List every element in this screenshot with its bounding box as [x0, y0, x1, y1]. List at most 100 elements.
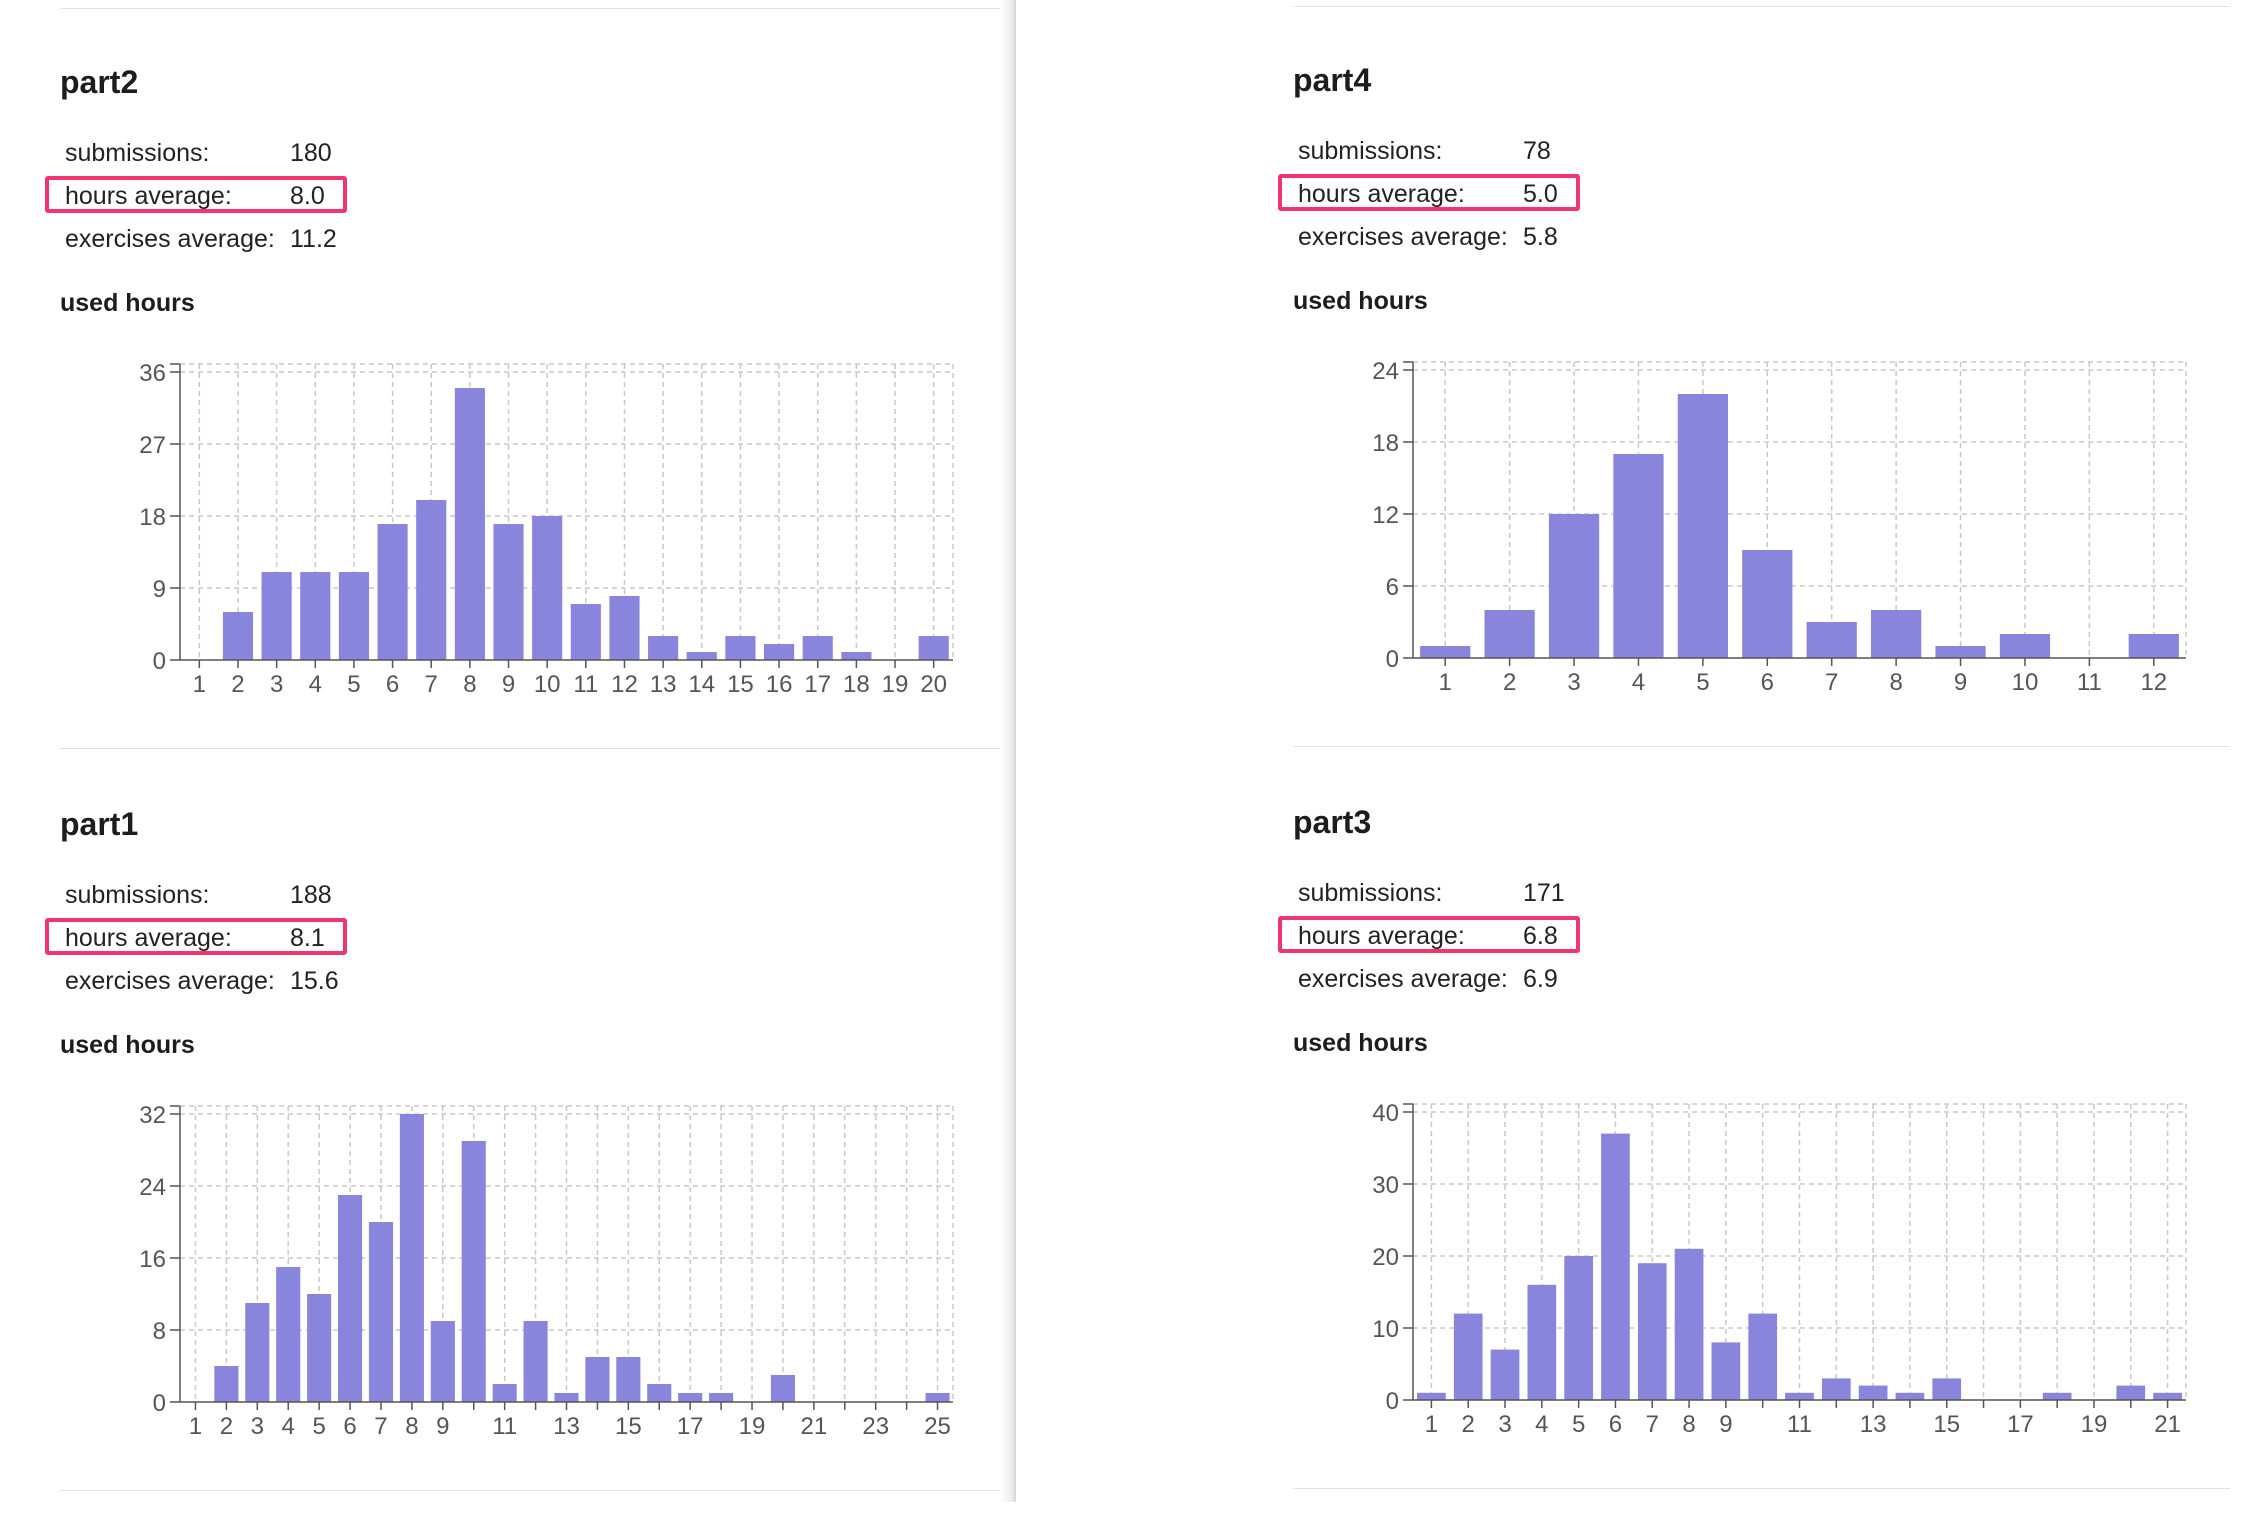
part-card-part3: part3 submissions: 171 hours average: 6.… [1293, 804, 2250, 1524]
bar [803, 636, 833, 660]
x-tick-label: 6 [1609, 1411, 1622, 1438]
bar [493, 1384, 517, 1402]
bar [725, 636, 755, 660]
bar [1871, 610, 1921, 658]
y-tick-label: 10 [1372, 1316, 1399, 1343]
bar [1807, 622, 1857, 658]
x-tick-label: 15 [727, 671, 754, 698]
x-tick-label: 2 [1503, 669, 1516, 696]
x-tick-label: 5 [1696, 669, 1709, 696]
x-tick-label: 3 [270, 671, 283, 698]
y-tick-label: 32 [139, 1102, 166, 1129]
y-tick-label: 0 [1386, 1388, 1399, 1415]
bar [369, 1222, 393, 1402]
x-tick-label: 15 [615, 1413, 642, 1440]
x-tick-label: 11 [492, 1413, 517, 1440]
x-tick-label: 1 [193, 671, 206, 698]
bar [925, 1393, 949, 1402]
x-tick-label: 2 [220, 1413, 233, 1440]
bar [1613, 454, 1663, 658]
bar [1785, 1393, 1814, 1400]
bar [1417, 1393, 1446, 1400]
x-tick-label: 21 [801, 1413, 828, 1440]
bar [709, 1393, 733, 1402]
bar [300, 572, 330, 660]
separator-top-right [1293, 6, 2230, 7]
x-tick-label: 8 [1682, 1411, 1695, 1438]
bar [1822, 1378, 1851, 1400]
x-tick-label: 1 [1425, 1411, 1438, 1438]
x-tick-label: 5 [1572, 1411, 1585, 1438]
x-tick-label: 23 [862, 1413, 889, 1440]
x-tick-label: 1 [1439, 669, 1452, 696]
bar [245, 1303, 269, 1402]
bar [771, 1375, 795, 1402]
bar [585, 1357, 609, 1402]
bar [841, 652, 871, 660]
bar [416, 500, 446, 660]
part-card-part1: part1 submissions: 188 hours average: 8.… [60, 806, 1020, 1526]
x-tick-label: 5 [312, 1413, 325, 1440]
bar [1678, 394, 1728, 658]
bar [1564, 1256, 1593, 1400]
bar [214, 1366, 238, 1402]
bar [1420, 646, 1470, 658]
bar [1527, 1285, 1556, 1400]
x-tick-label: 19 [882, 671, 909, 698]
bar [1638, 1263, 1667, 1400]
part-card-part4: part4 submissions: 78 hours average: 5.0… [1293, 62, 2250, 782]
x-tick-label: 7 [374, 1413, 387, 1440]
bar [462, 1141, 486, 1402]
bar [554, 1393, 578, 1402]
x-tick-label: 11 [573, 671, 598, 698]
x-tick-label: 13 [1860, 1411, 1887, 1438]
bar [2129, 634, 2179, 658]
bar [1935, 646, 1985, 658]
x-tick-label: 9 [502, 671, 515, 698]
bar [1485, 610, 1535, 658]
x-tick-label: 12 [611, 671, 638, 698]
bar [647, 1384, 671, 1402]
y-tick-label: 9 [153, 576, 166, 603]
bar [524, 1321, 548, 1402]
bar [571, 604, 601, 660]
bar [609, 596, 639, 660]
x-tick-label: 8 [463, 671, 476, 698]
bar [1896, 1393, 1925, 1400]
y-tick-label: 36 [139, 360, 166, 387]
x-tick-label: 2 [1462, 1411, 1475, 1438]
bar [1748, 1314, 1777, 1400]
bar [378, 524, 408, 660]
bar [1675, 1249, 1704, 1400]
y-tick-label: 24 [1372, 358, 1399, 385]
y-tick-label: 12 [1372, 502, 1399, 529]
y-tick-label: 18 [1372, 430, 1399, 457]
y-tick-label: 24 [139, 1174, 166, 1201]
y-tick-label: 0 [153, 648, 166, 675]
bar [2000, 634, 2050, 658]
x-tick-label: 11 [1787, 1411, 1812, 1438]
bar [338, 1195, 362, 1402]
x-tick-label: 17 [804, 671, 831, 698]
x-tick-label: 9 [1954, 669, 1967, 696]
x-tick-label: 20 [920, 671, 947, 698]
x-tick-label: 3 [1567, 669, 1580, 696]
bar [1601, 1134, 1630, 1400]
x-tick-label: 11 [2077, 669, 2102, 696]
bar [493, 524, 523, 660]
x-tick-label: 25 [924, 1413, 951, 1440]
y-tick-label: 20 [1372, 1244, 1399, 1271]
y-tick-label: 27 [139, 432, 166, 459]
x-tick-label: 6 [343, 1413, 356, 1440]
x-tick-label: 12 [2140, 669, 2167, 696]
bar [455, 388, 485, 660]
part-card-part2: part2 submissions: 180 hours average: 8.… [60, 64, 1020, 784]
x-tick-label: 7 [1825, 669, 1838, 696]
bar [1454, 1314, 1483, 1400]
bar [2043, 1393, 2072, 1400]
y-tick-label: 30 [1372, 1172, 1399, 1199]
x-tick-label: 15 [1933, 1411, 1960, 1438]
used-hours-chart: 0102030401 2 3 4 5 6 7 8 9 11 13 15 17 19 21 [1293, 804, 2250, 1524]
x-tick-label: 9 [436, 1413, 449, 1440]
